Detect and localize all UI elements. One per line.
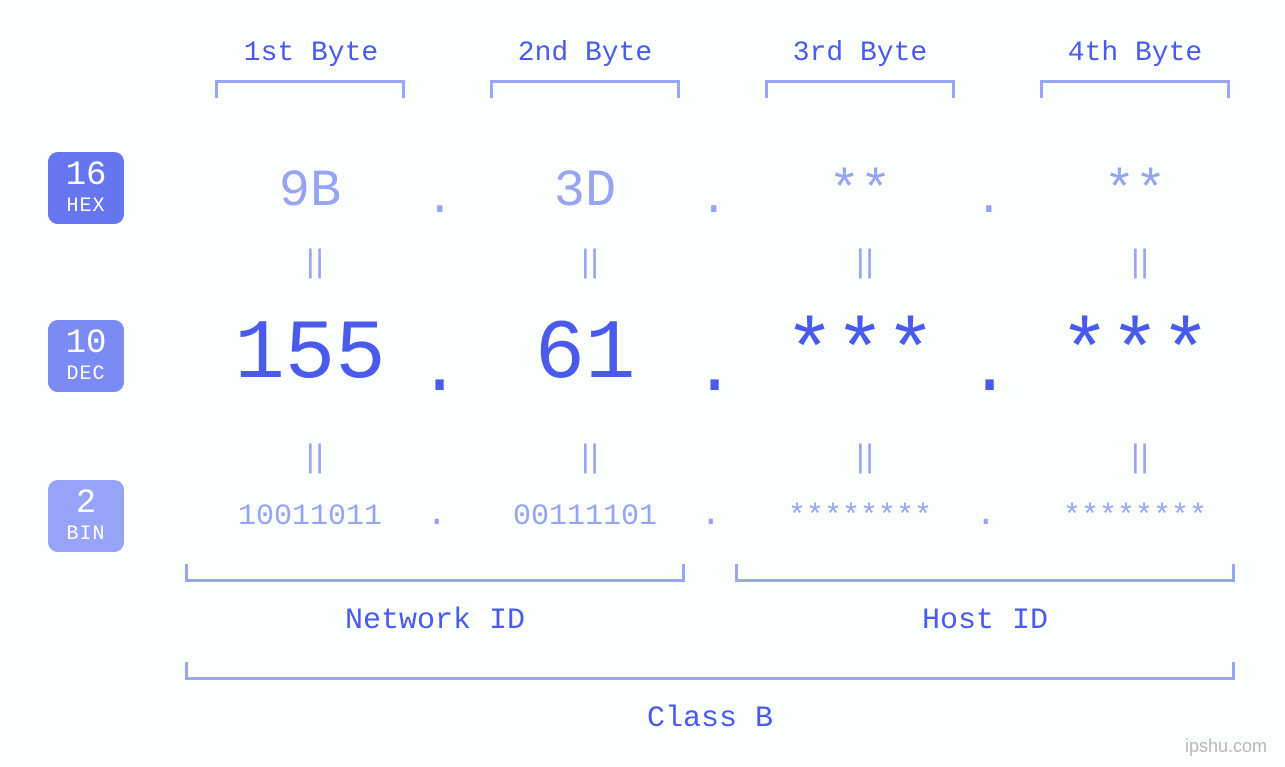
bin-dot-1: . [426,494,446,535]
byte-header-3: 3rd Byte [745,38,975,69]
eq-2-1: || [180,440,440,477]
network-id-label: Network ID [185,604,685,638]
badge-bin-lbl: BIN [66,524,105,546]
host-id-label: Host ID [735,604,1235,638]
top-bracket-3 [765,80,955,98]
top-bracket-2 [490,80,680,98]
badge-dec-lbl: DEC [66,364,105,386]
dec-byte-3: *** [730,314,990,398]
network-bracket [185,564,685,582]
hex-dot-2: . [700,174,720,226]
top-bracket-4 [1040,80,1230,98]
eq-1-3: || [730,245,990,282]
byte-header-2: 2nd Byte [470,38,700,69]
badge-hex-lbl: HEX [66,196,105,218]
top-bracket-1 [215,80,405,98]
eq-1-2: || [455,245,715,282]
eq-1-1: || [180,245,440,282]
byte-header-4: 4th Byte [1020,38,1250,69]
dec-dot-3: . [968,330,988,412]
badge-dec-num: 10 [66,326,107,363]
bin-byte-1: 10011011 [180,500,440,534]
eq-1-4: || [1005,245,1265,282]
dec-byte-1: 155 [180,314,440,398]
dec-byte-2: 61 [455,314,715,398]
hex-byte-3: ** [730,162,990,221]
class-label: Class B [185,702,1235,736]
badge-bin-num: 2 [76,486,96,523]
hex-byte-1: 9B [180,162,440,221]
dec-dot-2: . [693,330,713,412]
ip-byte-diagram: 1st Byte 2nd Byte 3rd Byte 4th Byte 16 H… [0,0,1285,767]
hex-byte-4: ** [1005,162,1265,221]
badge-dec: 10 DEC [48,320,124,392]
eq-2-3: || [730,440,990,477]
byte-header-1: 1st Byte [196,38,426,69]
hex-dot-1: . [426,174,446,226]
eq-2-4: || [1005,440,1265,477]
dec-byte-4: *** [1005,314,1265,398]
bin-byte-2: 00111101 [455,500,715,534]
bin-byte-4: ******** [1005,500,1265,534]
bin-byte-3: ******** [730,500,990,534]
class-bracket [185,662,1235,680]
badge-hex: 16 HEX [48,152,124,224]
badge-hex-num: 16 [66,158,107,195]
bin-dot-3: . [975,494,995,535]
eq-2-2: || [455,440,715,477]
hex-byte-2: 3D [455,162,715,221]
host-bracket [735,564,1235,582]
badge-bin: 2 BIN [48,480,124,552]
bin-dot-2: . [700,494,720,535]
dec-dot-1: . [418,330,438,412]
watermark: ipshu.com [1185,736,1267,757]
hex-dot-3: . [975,174,995,226]
